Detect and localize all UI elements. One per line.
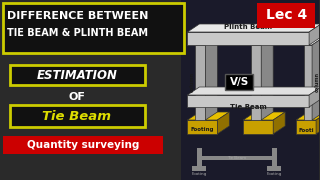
Text: column: column — [190, 72, 195, 92]
Text: Quantity surveying: Quantity surveying — [27, 140, 139, 150]
Text: column: column — [315, 72, 320, 92]
Bar — [267, 166, 281, 171]
Polygon shape — [188, 32, 309, 45]
Text: Tie Beam: Tie Beam — [227, 156, 246, 160]
Polygon shape — [196, 45, 205, 120]
Polygon shape — [217, 112, 229, 134]
Text: Footing: Footing — [192, 172, 207, 176]
Polygon shape — [188, 112, 229, 120]
FancyBboxPatch shape — [10, 105, 145, 127]
Text: Footi: Footi — [298, 127, 314, 132]
Text: Footing: Footing — [267, 172, 282, 176]
Polygon shape — [188, 120, 217, 134]
Text: Footing: Footing — [191, 127, 214, 132]
Text: ESTIMATION: ESTIMATION — [36, 69, 117, 82]
Polygon shape — [188, 95, 309, 107]
Bar — [181, 0, 319, 180]
Bar — [199, 156, 274, 160]
Polygon shape — [312, 37, 320, 120]
Text: DIFFERENCE BETWEEN: DIFFERENCE BETWEEN — [7, 11, 148, 21]
FancyBboxPatch shape — [225, 74, 253, 90]
Polygon shape — [304, 37, 320, 45]
Text: OF: OF — [68, 92, 85, 102]
Polygon shape — [188, 24, 320, 32]
FancyBboxPatch shape — [257, 3, 315, 28]
Polygon shape — [273, 112, 285, 134]
Polygon shape — [296, 120, 316, 134]
Text: Tie Beam: Tie Beam — [230, 104, 267, 110]
Polygon shape — [251, 37, 273, 45]
Polygon shape — [243, 120, 273, 134]
Bar — [272, 148, 277, 170]
Polygon shape — [316, 112, 320, 134]
Text: Lec 4: Lec 4 — [266, 8, 307, 22]
Polygon shape — [205, 37, 217, 120]
Polygon shape — [251, 45, 261, 120]
Text: V/S: V/S — [230, 77, 249, 87]
Polygon shape — [261, 37, 273, 120]
Polygon shape — [309, 87, 320, 107]
Polygon shape — [196, 37, 217, 45]
Text: Plinth Beam: Plinth Beam — [224, 24, 272, 30]
Polygon shape — [188, 87, 320, 95]
FancyBboxPatch shape — [3, 136, 163, 154]
Polygon shape — [296, 112, 320, 120]
Polygon shape — [309, 24, 320, 45]
Bar — [192, 166, 206, 171]
Text: TIE BEAM & PLINTH BEAM: TIE BEAM & PLINTH BEAM — [7, 28, 148, 38]
FancyBboxPatch shape — [10, 65, 145, 85]
Polygon shape — [304, 45, 312, 120]
FancyBboxPatch shape — [3, 3, 184, 53]
Polygon shape — [243, 112, 285, 120]
Text: Tie Beam: Tie Beam — [42, 109, 111, 123]
Bar — [197, 148, 202, 170]
